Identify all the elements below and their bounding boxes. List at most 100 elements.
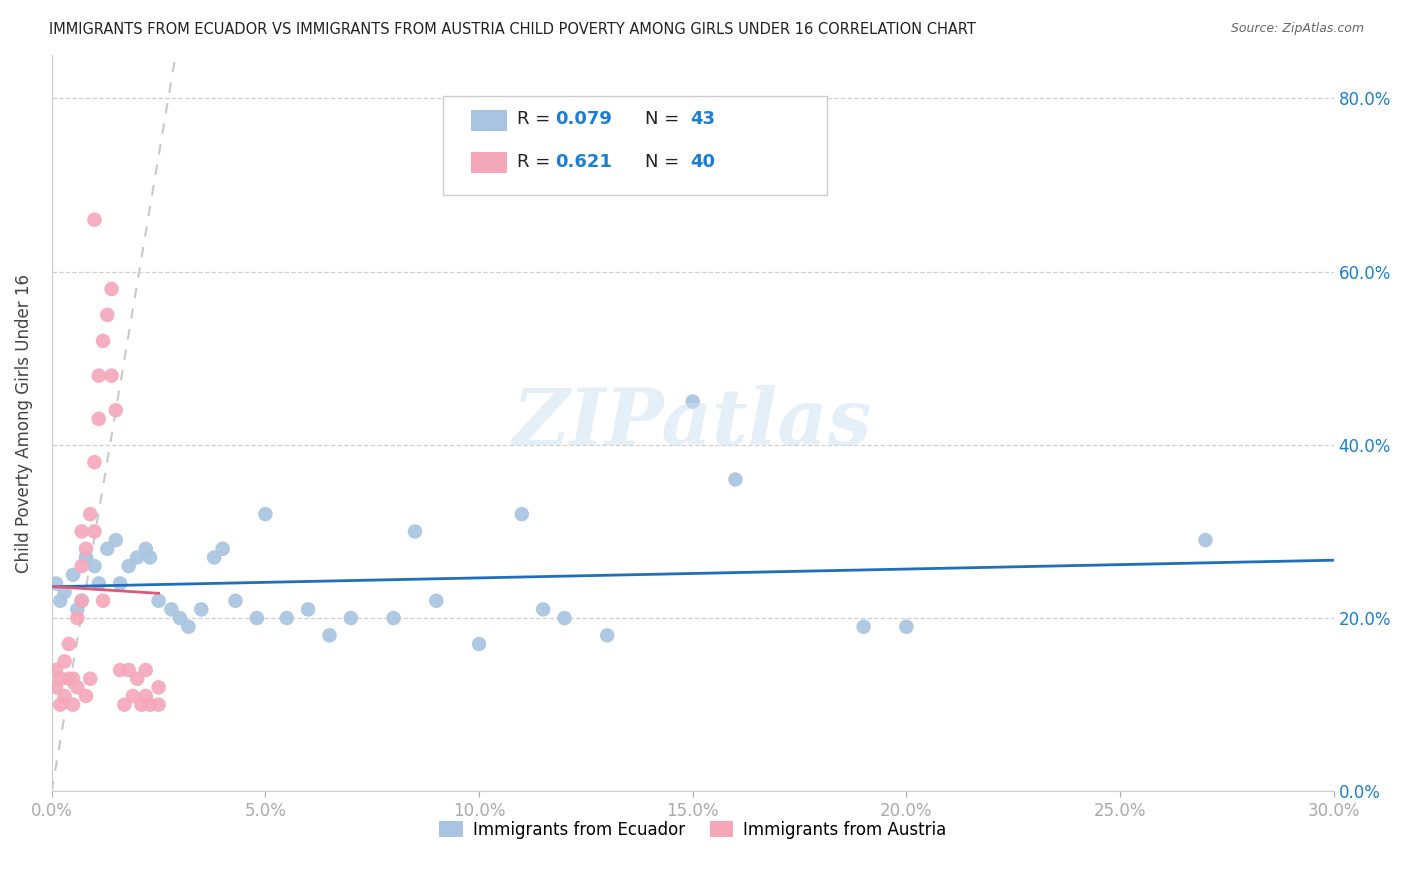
Point [139, 698, 162, 712]
Point [131, 698, 153, 712]
Point [53, 654, 76, 668]
Point [340, 611, 363, 625]
Point [70, 524, 93, 539]
Point [122, 689, 145, 703]
Point [425, 593, 447, 607]
Point [127, 672, 149, 686]
Point [404, 524, 426, 539]
FancyBboxPatch shape [443, 95, 827, 195]
Point [70, 593, 93, 607]
Point [45, 663, 67, 677]
Point [148, 698, 170, 712]
Point [553, 611, 575, 625]
Text: 0.621: 0.621 [555, 153, 613, 171]
Point [135, 689, 157, 703]
Point [100, 282, 122, 296]
Point [724, 473, 747, 487]
Point [58, 637, 80, 651]
Point [83, 455, 105, 469]
Point [62, 672, 84, 686]
Legend: Immigrants from Ecuador, Immigrants from Austria: Immigrants from Ecuador, Immigrants from… [433, 814, 953, 846]
Point [75, 550, 97, 565]
Point [852, 620, 875, 634]
Point [382, 611, 405, 625]
Point [108, 576, 131, 591]
Point [531, 602, 554, 616]
Point [87, 412, 110, 426]
Point [70, 559, 93, 574]
Point [112, 698, 135, 712]
Text: 40: 40 [690, 153, 716, 171]
Point [127, 550, 149, 565]
Point [148, 681, 170, 695]
Point [66, 602, 89, 616]
Point [83, 559, 105, 574]
Point [104, 533, 127, 548]
Point [83, 212, 105, 227]
Point [246, 611, 269, 625]
Y-axis label: Child Poverty Among Girls Under 16: Child Poverty Among Girls Under 16 [15, 274, 32, 573]
Point [211, 541, 233, 556]
Point [91, 334, 114, 348]
Text: IMMIGRANTS FROM ECUADOR VS IMMIGRANTS FROM AUSTRIA CHILD POVERTY AMONG GIRLS UND: IMMIGRANTS FROM ECUADOR VS IMMIGRANTS FR… [49, 22, 976, 37]
Text: R =: R = [517, 153, 557, 171]
FancyBboxPatch shape [471, 153, 506, 173]
Point [118, 663, 141, 677]
Point [276, 611, 298, 625]
Text: 0.079: 0.079 [555, 111, 613, 128]
Point [148, 593, 170, 607]
Point [96, 308, 118, 322]
Point [135, 541, 157, 556]
Point [139, 550, 162, 565]
Point [49, 593, 72, 607]
Point [62, 698, 84, 712]
Point [254, 507, 277, 521]
Point [66, 611, 89, 625]
Point [53, 585, 76, 599]
Point [49, 698, 72, 712]
Point [108, 663, 131, 677]
Point [682, 394, 704, 409]
Point [45, 576, 67, 591]
Text: 43: 43 [690, 111, 716, 128]
Point [118, 559, 141, 574]
Point [177, 620, 200, 634]
Point [83, 524, 105, 539]
Point [297, 602, 319, 616]
Point [104, 403, 127, 417]
Point [135, 663, 157, 677]
Point [96, 541, 118, 556]
Point [896, 620, 918, 634]
Point [190, 602, 212, 616]
Point [87, 576, 110, 591]
Point [100, 368, 122, 383]
Text: Source: ZipAtlas.com: Source: ZipAtlas.com [1230, 22, 1364, 36]
Point [510, 507, 533, 521]
Point [62, 567, 84, 582]
Point [91, 593, 114, 607]
Point [160, 602, 183, 616]
Point [318, 628, 340, 642]
Text: ZIPatlas: ZIPatlas [513, 385, 872, 461]
Point [49, 672, 72, 686]
Point [1194, 533, 1216, 548]
Point [79, 672, 101, 686]
Point [224, 593, 246, 607]
Point [596, 628, 619, 642]
Point [58, 672, 80, 686]
Text: N =: N = [645, 153, 685, 171]
Point [53, 689, 76, 703]
Point [75, 541, 97, 556]
Point [79, 507, 101, 521]
Point [75, 689, 97, 703]
Point [70, 593, 93, 607]
Point [66, 681, 89, 695]
Text: R =: R = [517, 111, 557, 128]
Point [45, 681, 67, 695]
Point [202, 550, 225, 565]
Point [169, 611, 191, 625]
FancyBboxPatch shape [471, 111, 506, 131]
Point [468, 637, 491, 651]
Point [87, 368, 110, 383]
Text: N =: N = [645, 111, 685, 128]
